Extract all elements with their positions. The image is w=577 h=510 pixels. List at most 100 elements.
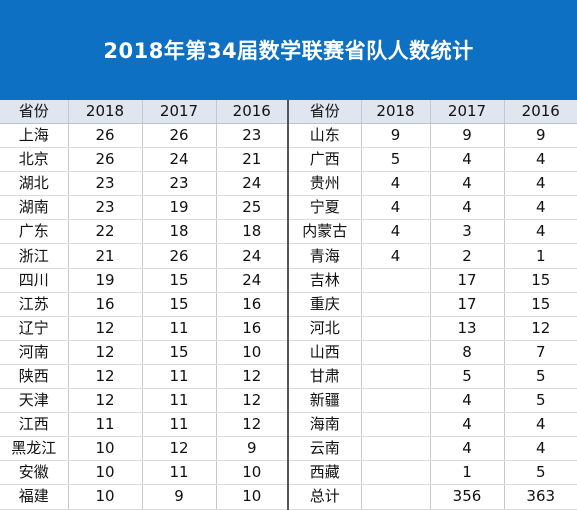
cell-y2017-left: 23 [142,171,217,197]
cell-y2018-left: 12 [68,364,143,390]
cell-y2016-right: 4 [504,412,577,438]
cell-y2017-left: 24 [142,147,217,173]
cell-y2016-right: 7 [504,340,577,365]
cell-province-right: 山东 [288,123,362,149]
cell-province-right: 海南 [288,412,362,438]
cell-province-right: 贵州 [288,171,362,197]
table-row: 江苏 16 15 16 重庆 17 15 [0,292,577,317]
header-cell-province-left: 省份 [0,100,69,124]
cell-y2018-right [361,268,431,293]
table-row: 天津 12 11 12 新疆 4 5 [0,388,577,414]
cell-y2017-right: 4 [430,388,505,414]
table-row: 湖南 23 19 25 宁夏 4 4 4 [0,195,577,221]
cell-province-right: 河北 [288,316,362,341]
cell-province-left: 安徽 [0,460,69,486]
cell-y2018-right [361,316,431,341]
cell-y2018-right [361,436,431,462]
cell-y2016-left: 12 [216,364,289,390]
cell-y2016-left: 10 [216,460,289,486]
cell-y2018-left: 12 [68,316,143,341]
cell-province-left: 广东 [0,219,69,245]
cell-y2018-right: 9 [361,123,431,149]
cell-y2018-left: 26 [68,123,143,149]
cell-province-right: 青海 [288,243,362,269]
cell-y2016-right: 4 [504,195,577,221]
cell-y2016-left: 18 [216,219,289,245]
cell-y2016-left: 24 [216,243,289,269]
cell-y2016-left: 16 [216,316,289,341]
cell-province-left: 北京 [0,147,69,173]
cell-province-left: 辽宁 [0,316,69,341]
cell-y2016-right: 15 [504,268,577,293]
cell-y2018-right: 5 [361,147,431,173]
cell-y2018-left: 19 [68,268,143,293]
cell-province-left: 江苏 [0,292,69,317]
cell-province-left: 浙江 [0,243,69,269]
page-title: 2018年第34届数学联赛省队人数统计 [103,39,474,63]
cell-y2018-right [361,484,431,510]
cell-y2016-left: 16 [216,292,289,317]
cell-y2017-right: 5 [430,364,505,390]
header-cell-province-right: 省份 [288,100,362,124]
cell-y2017-left: 26 [142,123,217,149]
cell-y2017-left: 26 [142,243,217,269]
cell-y2018-left: 23 [68,171,143,197]
cell-y2016-right: 4 [504,171,577,197]
cell-y2017-left: 18 [142,219,217,245]
cell-province-left: 湖南 [0,195,69,221]
cell-province-right: 西藏 [288,460,362,486]
table-row: 浙江 21 26 24 青海 4 2 1 [0,243,577,269]
cell-y2017-right: 2 [430,243,505,269]
cell-y2018-left: 23 [68,195,143,221]
cell-y2016-left: 10 [216,340,289,365]
cell-y2018-left: 10 [68,460,143,486]
cell-province-left: 湖北 [0,171,69,197]
cell-province-right: 甘肃 [288,364,362,390]
cell-y2017-left: 15 [142,268,217,293]
cell-y2017-right: 4 [430,412,505,438]
table-row: 陕西 12 11 12 甘肃 5 5 [0,364,577,390]
cell-y2017-right: 17 [430,268,505,293]
cell-y2018-right [361,412,431,438]
header-cell-y2017-right: 2017 [430,100,505,124]
cell-y2018-left: 12 [68,388,143,414]
cell-y2017-right: 356 [430,484,505,510]
header-cell-y2017-left: 2017 [142,100,217,124]
cell-y2017-right: 9 [430,123,505,149]
cell-province-right: 云南 [288,436,362,462]
cell-province-right: 总计 [288,484,362,510]
cell-y2018-right: 4 [361,195,431,221]
cell-y2017-right: 13 [430,316,505,341]
cell-province-left: 黑龙江 [0,436,69,462]
cell-y2018-right: 4 [361,243,431,269]
cell-y2016-left: 23 [216,123,289,149]
cell-province-left: 福建 [0,484,69,510]
cell-province-right: 吉林 [288,268,362,293]
cell-y2016-right: 15 [504,292,577,317]
table-row: 湖北 23 23 24 贵州 4 4 4 [0,171,577,197]
cell-y2017-left: 12 [142,436,217,462]
cell-y2018-left: 22 [68,219,143,245]
table-row: 北京 26 24 21 广西 5 4 4 [0,147,577,173]
cell-y2017-left: 11 [142,460,217,486]
table-row: 辽宁 12 11 16 河北 13 12 [0,316,577,341]
title-banner: 2018年第34届数学联赛省队人数统计 [0,0,577,100]
cell-y2016-left: 9 [216,436,289,462]
cell-y2016-right: 1 [504,243,577,269]
cell-y2018-right: 4 [361,219,431,245]
cell-y2017-left: 9 [142,484,217,510]
cell-y2018-right [361,460,431,486]
cell-province-left: 河南 [0,340,69,365]
cell-y2016-right: 4 [504,147,577,173]
cell-y2017-right: 8 [430,340,505,365]
table-row: 上海 26 26 23 山东 9 9 9 [0,123,577,149]
cell-province-right: 山西 [288,340,362,365]
cell-province-right: 新疆 [288,388,362,414]
cell-y2016-left: 12 [216,412,289,438]
cell-province-left: 江西 [0,412,69,438]
cell-y2017-right: 1 [430,460,505,486]
table-row: 广东 22 18 18 内蒙古 4 3 4 [0,219,577,245]
header-cell-y2016-right: 2016 [504,100,577,124]
cell-y2018-left: 10 [68,436,143,462]
